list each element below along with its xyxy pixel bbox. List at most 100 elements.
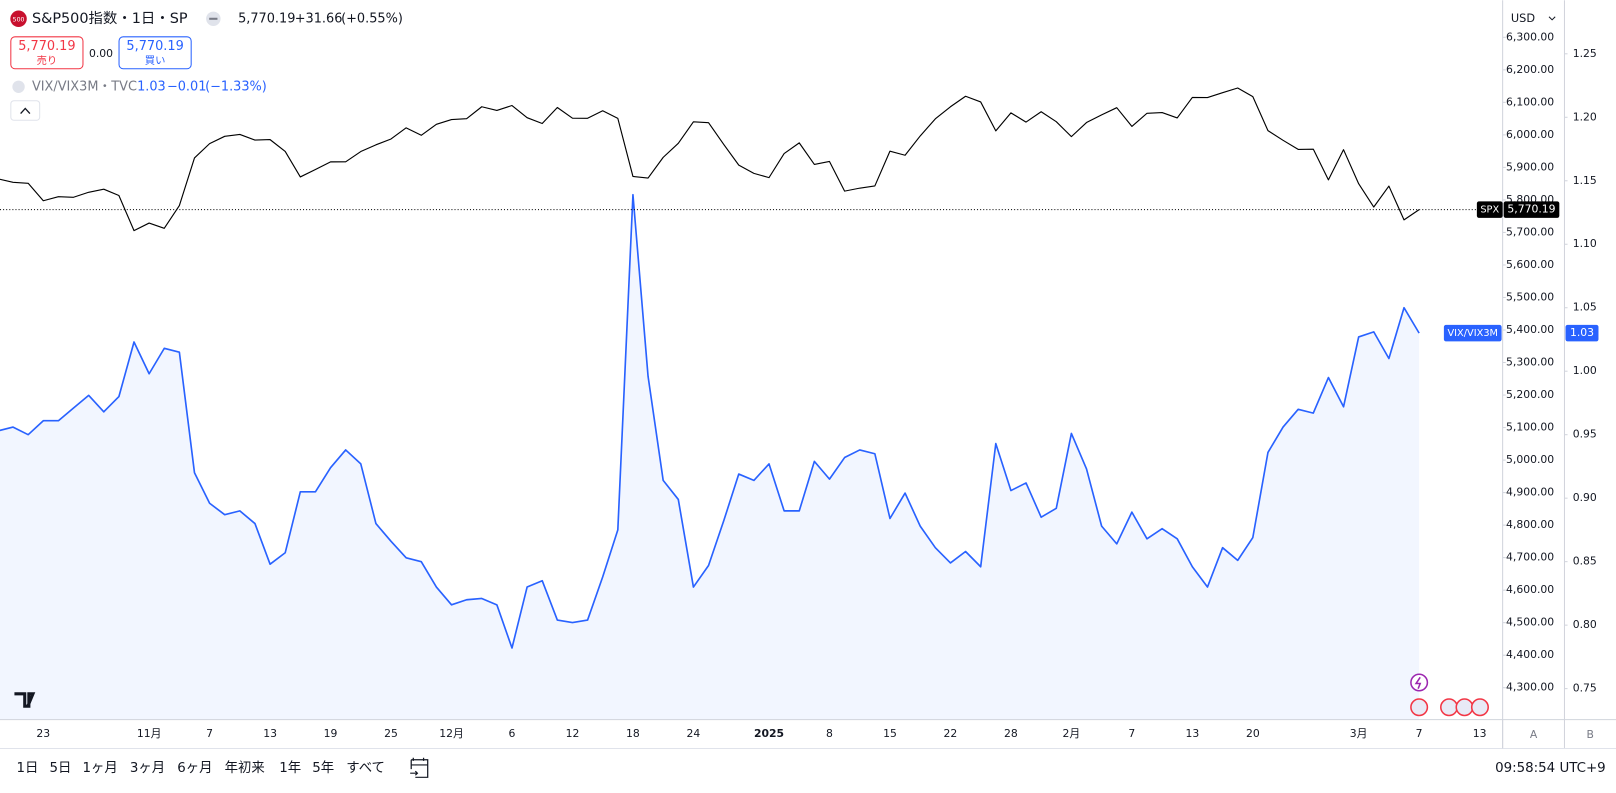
collapse-icon [20,107,31,115]
last-value-label: 5,770.19 [1507,203,1555,216]
range-button[interactable]: 1日 [16,761,38,776]
y2-tick-label: 0.85 [1573,555,1597,568]
sell-price: 5,770.19 [18,39,75,54]
y-tick-label: 5,000.00 [1506,453,1554,466]
collapse-button[interactable] [10,100,41,121]
currency: USD [1511,11,1535,25]
series-tag-name: SPX [1480,205,1499,216]
event-icon-bolt [1414,676,1422,689]
y-tick-label: 6,300.00 [1506,30,1554,43]
y-tick-label: 4,400.00 [1506,648,1554,661]
y-tick-label: 6,200.00 [1506,63,1554,76]
tv-logo [14,692,36,708]
clock[interactable]: 09:58:54 UTC+9 [1495,761,1606,776]
x-tick-label: 6 [509,727,516,740]
event-icon[interactable] [1440,698,1459,717]
compare-last: 1.03 [137,79,166,94]
x-tick-label: 7 [206,727,213,740]
spread: 0.00 [89,47,113,60]
range-button[interactable]: 5年 [312,760,334,776]
sell-label: 売り [37,54,58,67]
scale-button[interactable]: B [1587,728,1594,741]
footer: 09:58:54 UTC+9 1日 5日 1ヶ月 3ヶ月 6ヶ月 年初来 1年 5年 すべて A B [16,728,1606,778]
x-tick-label: 2月 [1063,727,1081,740]
x-tick-label: 8 [826,727,833,740]
y-tick-label: 4,700.00 [1506,551,1554,564]
y-tick-label: 6,100.00 [1506,95,1554,108]
y2-tick-label: 0.80 [1573,618,1597,631]
y2-tick-label: 1.25 [1573,47,1597,60]
x-tick-label: 24 [687,727,701,740]
y-tick-label: 5,400.00 [1506,323,1554,336]
x-tick-label: 7 [1416,727,1423,740]
range-button[interactable]: 5日 [49,761,71,776]
y-tick-label: 5,600.00 [1506,258,1554,271]
y2-tick-label: 1.10 [1573,237,1597,250]
range-button[interactable]: 3ヶ月 [130,761,165,776]
compare-title[interactable]: VIX/VIX3M・TVC [32,79,137,94]
range-button[interactable]: すべて [346,760,385,776]
x-tick-label: 28 [1004,727,1018,740]
symbol-title[interactable]: S&P500指数・1日・SP [32,10,188,27]
y-tick-label: 6,000.00 [1506,128,1554,141]
y-tick-label: 5,500.00 [1506,290,1554,303]
x-tick-label: 22 [944,727,958,740]
x-tick-label: 13 [1473,727,1487,740]
y2-tick-label: 1.15 [1573,174,1597,187]
y-tick-label: 5,200.00 [1506,388,1554,401]
event-icon[interactable] [1410,673,1429,692]
y-tick-label: 4,900.00 [1506,486,1554,499]
series-area [0,194,1420,720]
x-tick-label: 3月 [1350,727,1368,740]
x-tick-label: 19 [324,727,338,740]
last-price: 5,770.19 [238,11,295,26]
scale-button[interactable]: A [1530,728,1538,741]
sell-button[interactable] [10,36,84,70]
y2-tick-label: 0.90 [1573,491,1597,504]
y-tick-label: 5,700.00 [1506,225,1554,238]
event-icon[interactable] [1410,698,1429,717]
buy-price: 5,770.19 [126,39,183,54]
x-tick-label: 11月 [137,727,162,740]
series-line [0,87,1420,232]
range-button[interactable]: 年初来 [225,760,265,776]
currency-button[interactable] [1503,5,1562,32]
y-tick-label: 5,900.00 [1506,160,1554,173]
x-tick-label: 2025 [754,727,784,740]
compare-logo [12,80,25,93]
x-tick-label: 20 [1246,727,1260,740]
symbol-logo [10,10,27,28]
x-tick-label: 18 [626,727,640,740]
range-button[interactable]: 1ヶ月 [82,761,117,776]
y-tick-label: 4,600.00 [1506,583,1554,596]
legend-header: 500 S&P500指数・1日・SP 5,770.19 +31.66 (+0.5… [10,5,1562,717]
y-tick-label: 5,300.00 [1506,356,1554,369]
x-tick-label: 12月 [439,727,464,740]
last-value-tag [1503,201,1560,218]
plot-area [0,87,1503,720]
compare-change: −0.01 [167,79,206,94]
event-icon[interactable] [1455,698,1474,717]
range-button[interactable]: 1年 [279,760,301,776]
series-tag [1476,201,1503,218]
y-tick-label: 4,800.00 [1506,518,1554,531]
series-line [0,193,1420,649]
last-value-tag [1565,324,1599,342]
range-button[interactable]: 6ヶ月 [177,761,212,776]
buy-label: 買い [145,55,166,67]
y2-tick-label: 1.20 [1573,110,1597,123]
x-tick-label: 13 [1185,727,1199,740]
y-tick-label: 5,100.00 [1506,421,1554,434]
y2-tick-label: 0.75 [1573,682,1597,695]
x-tick-label: 23 [36,727,50,740]
x-tick-label: 12 [566,727,580,740]
event-icon[interactable] [1470,698,1489,717]
axes: 4,300.00 4,400.00 4,500.00 4,600.00 4,700.00… [0,0,1616,749]
buy-button[interactable] [118,36,192,70]
last-value-label: 1.03 [1570,326,1594,339]
series-tag-name: VIX/VIX3M [1447,328,1498,339]
y2-tick-label: 1.00 [1573,364,1597,377]
y2-tick-label: 0.95 [1573,428,1597,441]
currency-chevron [1548,16,1556,21]
